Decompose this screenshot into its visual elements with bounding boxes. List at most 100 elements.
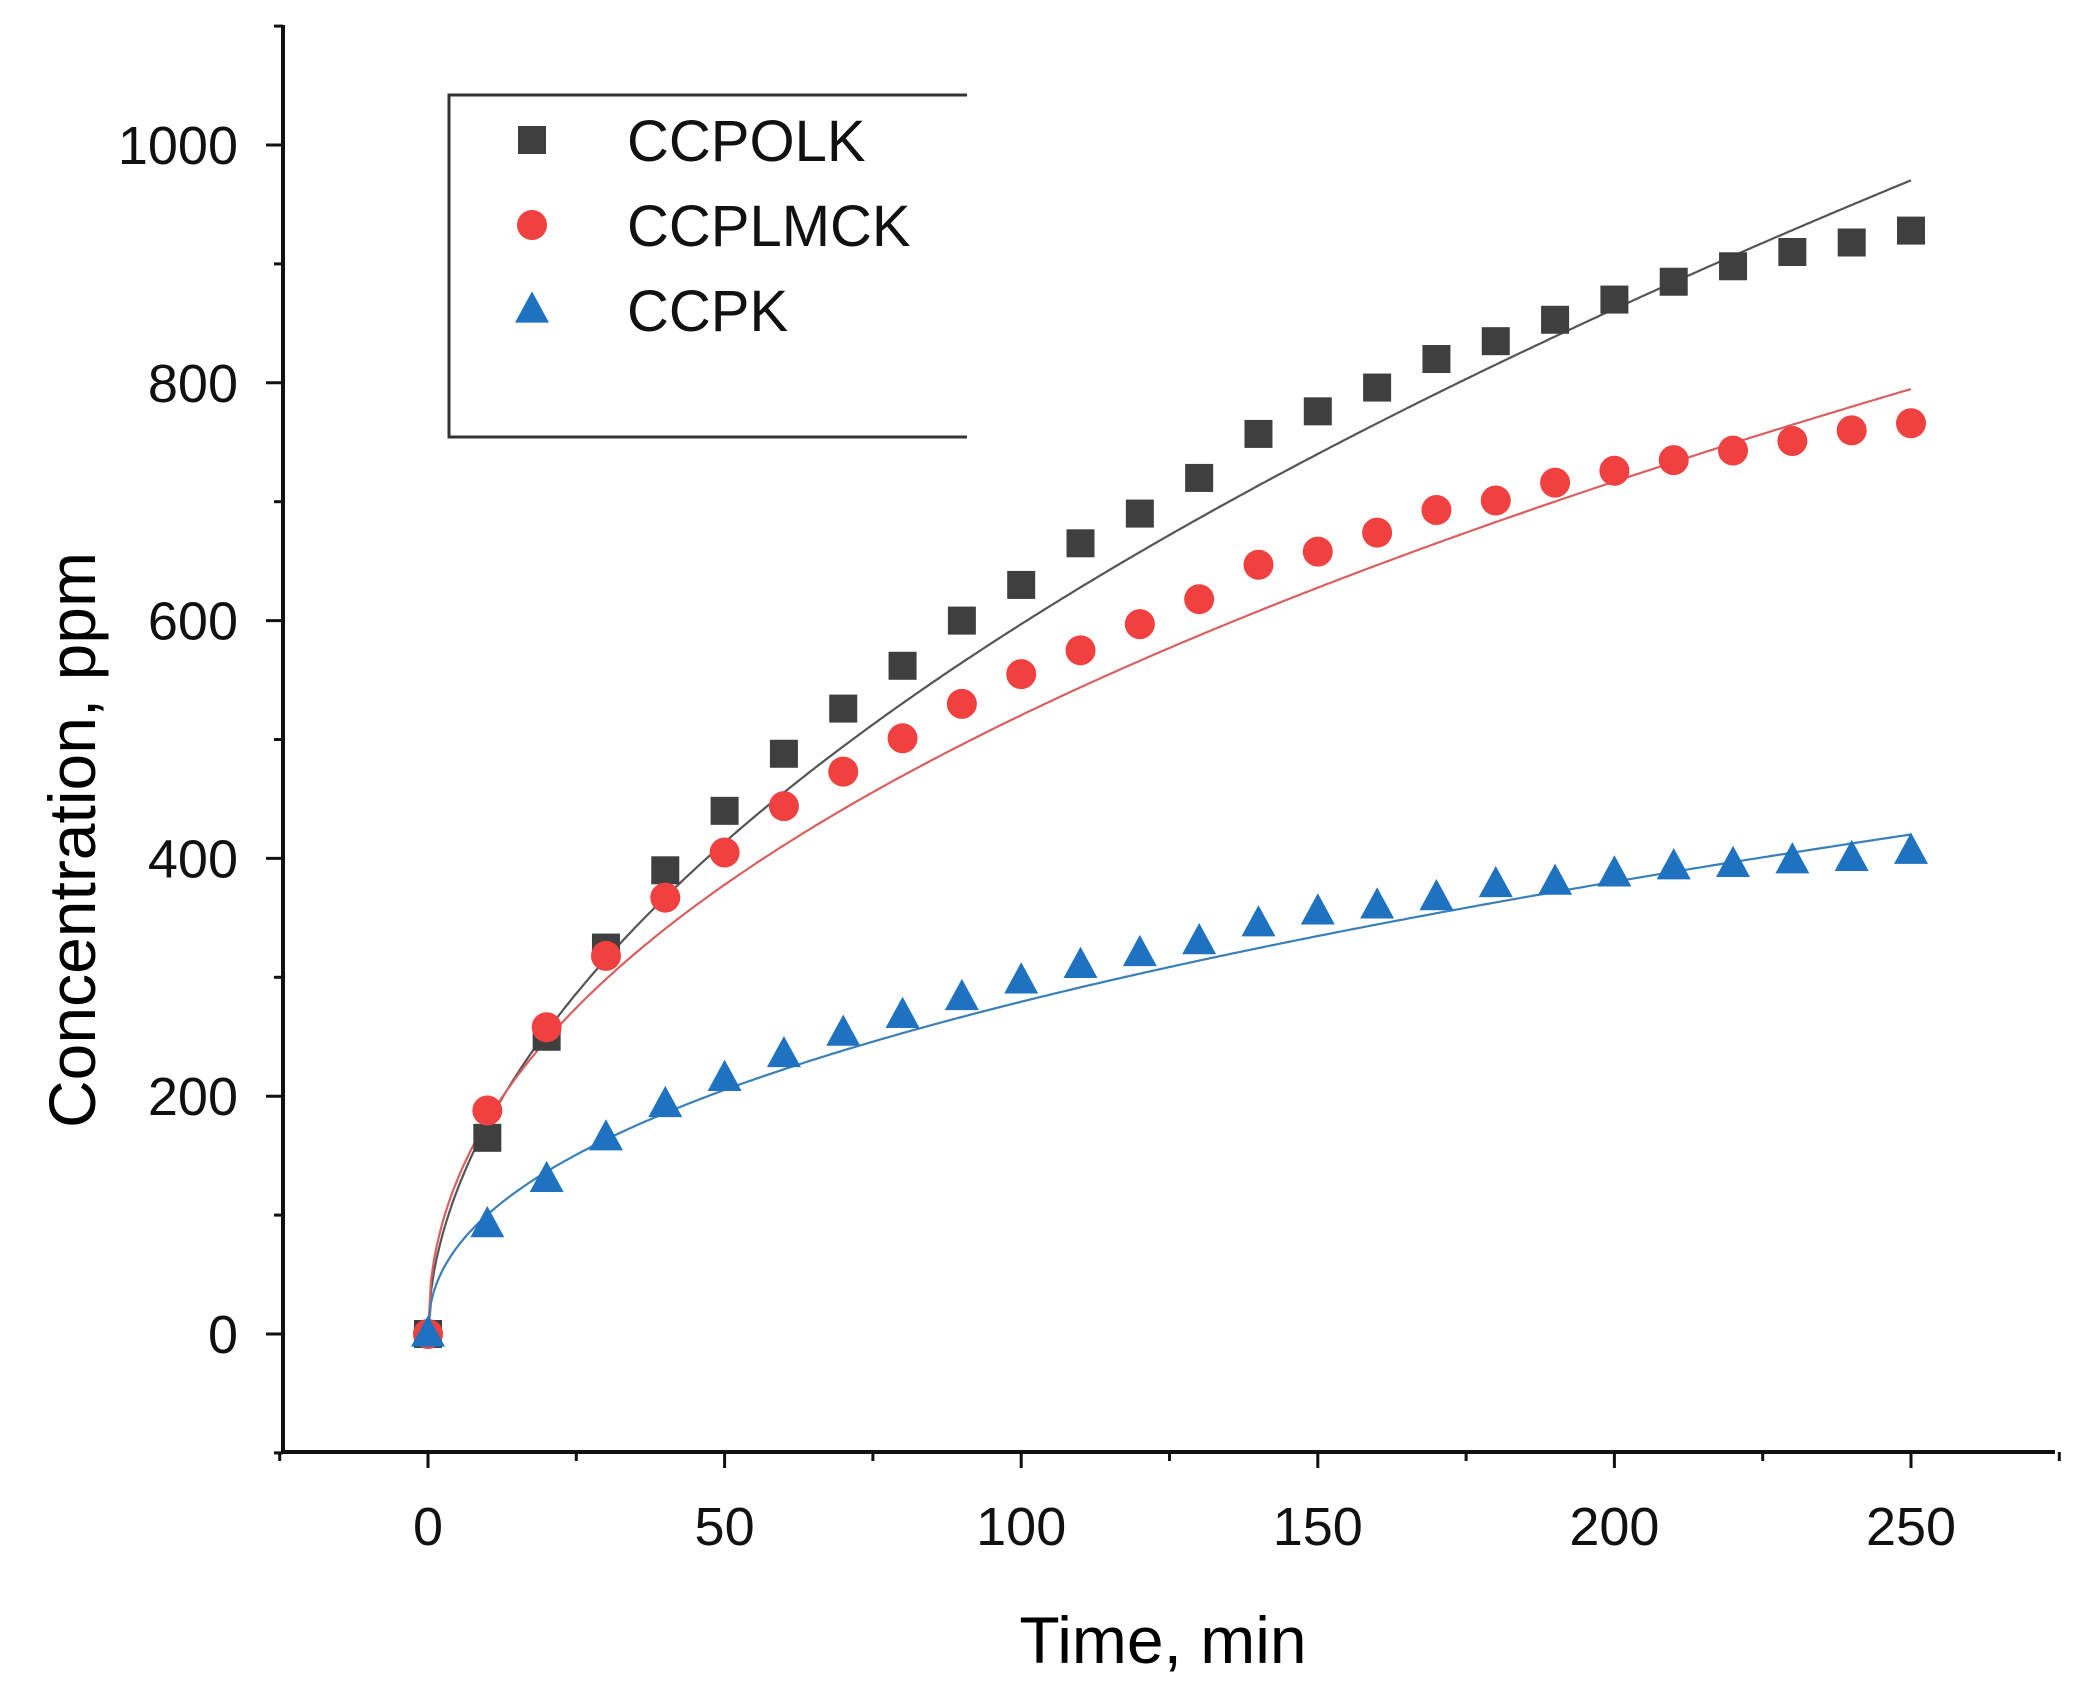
point-ccplmck (946, 688, 977, 719)
point-ccpk (1004, 962, 1039, 994)
point-ccpk (1775, 842, 1810, 874)
y-tick-label: 0 (208, 1305, 238, 1365)
point-ccplmck (1243, 549, 1274, 580)
point-ccpolk (1541, 305, 1570, 334)
fit-curve-ccplmck (426, 387, 1912, 1335)
point-ccpk (1478, 865, 1513, 898)
point-ccpk (1419, 879, 1454, 911)
ticks (266, 24, 2061, 1468)
legend-marker-ccpolk (518, 126, 546, 154)
data-markers (411, 216, 1928, 1349)
point-ccplmck (1184, 584, 1215, 615)
point-ccpolk (1600, 285, 1629, 314)
x-tick-label: 150 (1273, 1497, 1363, 1557)
legend-marker-ccplmck (517, 210, 547, 240)
point-ccpk (470, 1206, 505, 1238)
point-ccpolk (1719, 252, 1748, 281)
point-ccplmck (1777, 426, 1808, 457)
point-ccplmck (1836, 415, 1867, 446)
point-ccpolk (710, 796, 739, 825)
point-ccplmck (1718, 435, 1749, 466)
point-ccplmck (1362, 517, 1393, 548)
point-ccpolk (769, 739, 798, 768)
y-tick-label: 200 (148, 1067, 238, 1127)
point-ccpolk (1066, 529, 1095, 558)
y-axis-title: Concentration, ppm (35, 552, 109, 1128)
legend-frame (447, 93, 967, 439)
point-ccpk (1241, 905, 1276, 937)
point-ccpk (1122, 934, 1157, 967)
point-ccpolk (1125, 499, 1154, 528)
point-ccpk (529, 1160, 564, 1193)
point-ccplmck (709, 837, 740, 868)
point-ccpk (1894, 832, 1928, 864)
point-ccplmck (590, 940, 621, 971)
point-ccplmck (650, 882, 681, 913)
point-ccpk (826, 1014, 861, 1046)
fit-curve-ccpolk (426, 179, 1912, 1335)
point-ccplmck (1540, 467, 1571, 498)
point-ccpk (1597, 855, 1632, 887)
fit-curves (426, 179, 1912, 1335)
point-ccpolk (1303, 397, 1332, 426)
point-ccpk (1360, 887, 1395, 919)
point-ccpk (944, 978, 979, 1011)
point-ccplmck (1065, 635, 1096, 666)
legend: CCPOLK CCPLMCK CCPK (447, 93, 967, 439)
point-ccpk (1300, 893, 1335, 925)
point-ccpk (766, 1035, 801, 1068)
x-tick-label: 200 (1569, 1497, 1659, 1557)
x-tick-label: 100 (976, 1497, 1066, 1557)
legend-label-ccplmck: CCPLMCK (627, 194, 911, 259)
point-ccpolk (947, 606, 976, 635)
point-ccpolk (1659, 267, 1688, 296)
point-ccplmck (1599, 455, 1630, 486)
point-ccplmck (1302, 536, 1333, 567)
y-tick-label: 600 (148, 592, 238, 652)
point-ccplmck (1006, 659, 1037, 690)
point-ccpolk (651, 856, 680, 885)
legend-label-ccpolk: CCPOLK (627, 109, 866, 174)
point-ccplmck (1124, 609, 1155, 640)
x-tick-label: 50 (695, 1497, 755, 1557)
point-ccplmck (828, 756, 859, 787)
point-ccpk (1182, 923, 1217, 955)
x-tick-label: 250 (1866, 1497, 1956, 1557)
legend-marker-ccpk (515, 291, 549, 323)
y-tick-label: 800 (148, 354, 238, 414)
fit-curve-ccpk (426, 833, 1912, 1335)
point-ccpolk (1481, 327, 1510, 356)
point-ccpolk (1897, 216, 1925, 245)
point-ccpolk (1778, 238, 1807, 267)
point-ccpolk (1422, 345, 1451, 374)
point-ccplmck (1421, 495, 1452, 526)
x-axis-title: Time, min (1019, 1603, 1306, 1677)
point-ccpolk (473, 1123, 502, 1152)
point-ccpk (1716, 845, 1751, 877)
point-ccplmck (1896, 408, 1926, 439)
point-ccpolk (1185, 463, 1214, 492)
point-ccpolk (1007, 570, 1036, 599)
tick-labels: 0 50 100 150 200 250 0 200 400 600 800 1000 (118, 116, 1956, 1557)
point-ccplmck (1480, 485, 1511, 516)
point-ccpolk (829, 694, 858, 723)
point-ccpk (707, 1059, 742, 1091)
point-ccpolk (1244, 419, 1273, 448)
point-ccpk (648, 1085, 683, 1118)
y-tick-label: 1000 (118, 116, 238, 176)
point-ccpolk (1363, 373, 1392, 402)
point-ccpk (1834, 839, 1869, 871)
x-tick-label: 0 (413, 1497, 443, 1557)
y-tick-label: 400 (148, 829, 238, 889)
point-ccpk (588, 1119, 623, 1151)
point-ccpk (1656, 848, 1691, 880)
point-ccplmck (768, 791, 799, 822)
point-ccplmck (531, 1012, 562, 1043)
point-ccpk (1063, 946, 1098, 979)
point-ccplmck (1658, 445, 1689, 476)
point-ccpolk (888, 651, 917, 680)
point-ccplmck (472, 1095, 503, 1126)
point-ccpk (885, 996, 920, 1028)
point-ccpk (411, 1315, 445, 1347)
